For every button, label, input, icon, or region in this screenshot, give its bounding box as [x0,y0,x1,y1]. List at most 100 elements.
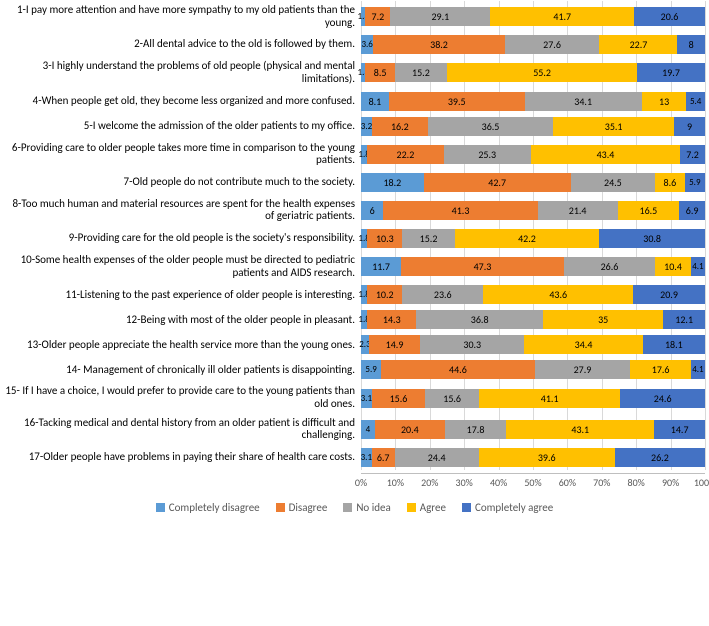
stacked-bar: 18.242.724.58.65.9 [361,173,705,192]
segment-completely_disagree: 3.1 [361,389,372,408]
legend-label: Disagree [289,501,328,514]
segment-completely_agree: 5.9 [685,173,705,192]
segment-completely_agree: 4.1 [691,360,705,379]
legend-label: Agree [420,501,446,514]
segment-agree: 22.7 [599,35,677,54]
chart-row: 10-Some health expenses of the older peo… [4,254,705,279]
segment-no_idea: 27.6 [505,35,600,54]
legend-swatch [276,503,285,512]
segment-disagree: 10.2 [367,285,402,304]
row-label: 4-When people get old, they become less … [4,95,361,108]
chart-row: 16-Tacking medical and dental history fr… [4,417,705,442]
segment-completely_agree: 30.8 [599,229,705,248]
stacked-bar: 420.417.843.114.7 [361,420,705,439]
segment-completely_agree: 9 [674,117,705,136]
segment-agree: 17.6 [630,360,690,379]
chart-row: 12-Being with most of the older people i… [4,310,705,329]
segment-no_idea: 30.3 [420,335,524,354]
stacked-bar: 3.216.236.535.19 [361,117,705,136]
segment-completely_disagree: 5.9 [361,360,381,379]
segment-disagree: 14.9 [369,335,420,354]
segment-no_idea: 34.1 [525,92,642,111]
stacked-bar: 1.810.223.643.620.9 [361,285,705,304]
segment-agree: 55.2 [447,63,637,82]
segment-disagree: 42.7 [424,173,571,192]
segment-no_idea: 27.9 [535,360,631,379]
stacked-bar: 8.139.534.1135.4 [361,92,705,111]
segment-disagree: 6.7 [372,448,395,467]
segment-completely_disagree: 8.1 [361,92,389,111]
legend-swatch [343,503,352,512]
row-label: 8-Too much human and material resources … [4,198,361,223]
segment-completely_agree: 5.4 [686,92,705,111]
x-tick: 30% [456,476,473,489]
segment-completely_agree: 4.1 [691,257,705,276]
segment-completely_disagree: 4 [361,420,375,439]
segment-disagree: 14.3 [367,310,416,329]
segment-completely_agree: 19.7 [637,63,705,82]
legend-swatch [407,503,416,512]
segment-agree: 43.6 [483,285,633,304]
segment-no_idea: 15.2 [402,229,454,248]
chart-row: 1-I pay more attention and have more sym… [4,4,705,29]
segment-disagree: 44.6 [381,360,534,379]
stacked-bar: 1.814.336.83512.1 [361,310,705,329]
stacked-bar: 11.747.326.610.44.1 [361,257,705,276]
segment-agree: 35.1 [553,117,674,136]
legend-item-agree: Agree [407,501,446,514]
chart-row: 7-Old people do not contribute much to t… [4,173,705,192]
row-label: 7-Old people do not contribute much to t… [4,176,361,189]
segment-agree: 39.6 [479,448,615,467]
segment-completely_agree: 8 [677,35,704,54]
attitude-stacked-bar-chart: 1-I pay more attention and have more sym… [4,4,705,514]
segment-agree: 43.4 [531,145,680,164]
segment-completely_agree: 26.2 [615,448,705,467]
segment-completely_disagree: 3.2 [361,117,372,136]
segment-completely_disagree: 2.3 [361,335,369,354]
row-label: 13-Older people appreciate the health se… [4,339,361,352]
x-tick: 10% [387,476,404,489]
row-label: 1-I pay more attention and have more sym… [4,4,361,29]
row-label: 16-Tacking medical and dental history fr… [4,417,361,442]
segment-completely_agree: 20.6 [634,7,705,26]
row-label: 2-All dental advice to the old is follow… [4,38,361,51]
segment-no_idea: 15.2 [395,63,447,82]
stacked-bar: 1.38.515.255.219.7 [361,63,705,82]
segment-agree: 41.7 [490,7,634,26]
row-label: 15- If I have a choice, I would prefer t… [4,385,361,410]
legend-item-completely_disagree: Completely disagree [156,501,260,514]
chart-row: 17-Older people have problems in paying … [4,448,705,467]
row-label: 6-Providing care to older people takes m… [4,142,361,167]
segment-no_idea: 25.3 [444,145,531,164]
row-label: 3-I highly understand the problems of ol… [4,60,361,85]
stacked-bar: 1.822.225.343.47.2 [361,145,705,164]
segment-completely_disagree: 6 [361,201,383,220]
chart-row: 2-All dental advice to the old is follow… [4,35,705,54]
stacked-bar: 5.944.627.917.64.1 [361,360,705,379]
segment-completely_agree: 18.1 [643,335,705,354]
legend-label: Completely disagree [169,501,260,514]
chart-row: 6-Providing care to older people takes m… [4,142,705,167]
segment-no_idea: 24.5 [571,173,655,192]
legend-item-disagree: Disagree [276,501,328,514]
segment-disagree: 47.3 [401,257,564,276]
segment-disagree: 15.6 [372,389,426,408]
legend-label: No idea [356,501,390,514]
stacked-bar: 3.638.227.622.78 [361,35,705,54]
plot-area: 1-I pay more attention and have more sym… [4,4,705,467]
x-tick: 70% [593,476,610,489]
stacked-bar: 1.37.229.141.720.6 [361,7,705,26]
row-label: 12-Being with most of the older people i… [4,314,361,327]
chart-row: 14- Management of chronically ill older … [4,360,705,379]
segment-agree: 16.5 [618,201,680,220]
segment-agree: 8.6 [655,173,685,192]
segment-no_idea: 36.8 [416,310,543,329]
segment-completely_agree: 6.9 [679,201,705,220]
segment-disagree: 10.3 [367,229,402,248]
segment-completely_disagree: 3.6 [361,35,373,54]
stacked-bar: 1.810.315.242.230.8 [361,229,705,248]
segment-no_idea: 15.6 [425,389,479,408]
segment-no_idea: 17.8 [445,420,506,439]
chart-row: 5-I welcome the admission of the older p… [4,117,705,136]
x-tick: 60% [559,476,576,489]
